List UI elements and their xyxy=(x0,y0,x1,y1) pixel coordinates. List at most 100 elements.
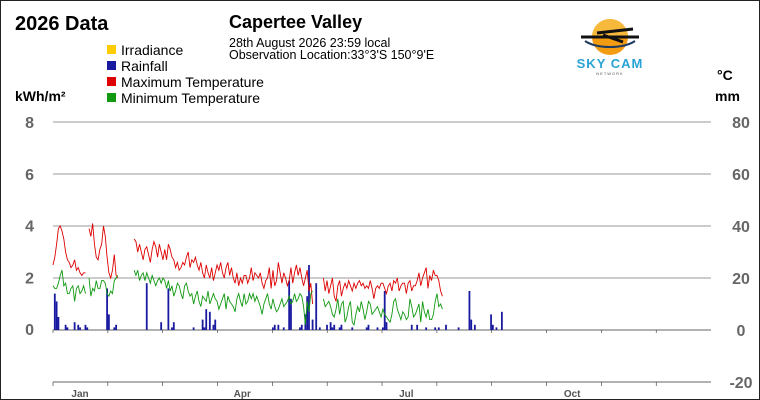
rainfall-bar xyxy=(376,327,379,330)
left-tick-label: 6 xyxy=(25,167,34,184)
max-temperature-line xyxy=(322,267,443,302)
rainfall-bar xyxy=(145,283,148,330)
rainfall-bar xyxy=(500,311,503,330)
left-tick-label: 0 xyxy=(25,322,34,339)
rainfall-bar xyxy=(340,324,343,330)
right-tick-label: 80 xyxy=(732,115,750,132)
rainfall-bar xyxy=(326,324,328,330)
rainfall-bar xyxy=(383,291,386,330)
rainfall-bar xyxy=(308,265,310,330)
rainfall-bar xyxy=(410,324,413,330)
rainfall-bar xyxy=(495,327,498,330)
observation-date: 28th August 2026 23:59 local xyxy=(229,36,391,50)
legend-swatch-max-temperature xyxy=(107,77,116,86)
legend-swatch-min-temperature xyxy=(107,93,116,102)
rainfall-bar xyxy=(57,317,60,330)
left-tick-label: 4 xyxy=(25,219,34,236)
rainfall-bar xyxy=(437,327,440,330)
rainfall-bar xyxy=(382,327,384,330)
legend-label: Irradiance xyxy=(121,42,184,58)
rainfall-bar xyxy=(214,319,217,330)
legend-label: Rainfall xyxy=(121,58,168,74)
max-temperature-line xyxy=(52,225,86,277)
right-tick-label: 40 xyxy=(732,219,750,236)
sky-cam-logo: SKY CAM NETWORK xyxy=(567,13,667,77)
left-axis-unit: kWh/m² xyxy=(15,88,66,104)
rainfall-bar xyxy=(365,327,368,330)
rainfall-bar xyxy=(192,327,195,330)
right-tick-label: 0 xyxy=(737,323,746,340)
rainfall-bar xyxy=(318,327,321,330)
station-title: Capertee Valley xyxy=(229,12,363,32)
rainfall-bar xyxy=(201,319,204,330)
rainfall-bar xyxy=(367,324,370,330)
rainfall-bar xyxy=(208,311,211,330)
rainfall-bar xyxy=(470,319,473,330)
rainfall-bar xyxy=(86,327,89,330)
rainfall-bar xyxy=(272,327,274,330)
logo-subtext: NETWORK xyxy=(596,71,624,76)
plane-sun-logo-icon xyxy=(581,19,639,55)
rainfall-bar xyxy=(273,324,276,330)
rainfall-bar xyxy=(203,327,206,330)
rainfall-bar xyxy=(77,324,80,330)
year-title: 2026 Data xyxy=(15,13,109,35)
legend-label: Minimum Temperature xyxy=(121,90,261,106)
rainfall-bar xyxy=(385,322,388,330)
rainfall-bar xyxy=(171,327,173,330)
rainfall-bar xyxy=(53,293,56,330)
rainfall-bar xyxy=(64,324,67,330)
x-tick-label: Oct xyxy=(564,389,581,399)
legend-swatch-rainfall xyxy=(107,61,116,70)
rainfall-bar xyxy=(445,324,447,330)
x-tick-label: Jul xyxy=(399,389,414,399)
rainfall-bar xyxy=(491,324,494,330)
rainfall-bar xyxy=(473,324,476,330)
left-tick-label: 2 xyxy=(25,270,34,287)
observation-info: 28th August 2026 23:59 local Observation… xyxy=(229,36,435,62)
rainfall-bar xyxy=(55,301,58,330)
rainfall-bar xyxy=(434,327,437,330)
rainfall-bar xyxy=(73,322,76,330)
rainfall-bar xyxy=(351,327,354,330)
rainfall-bar xyxy=(277,324,280,330)
x-tick-label: Apr xyxy=(234,389,251,399)
right-tick-label: 60 xyxy=(732,167,750,184)
right-tick-label: 20 xyxy=(732,271,750,288)
rainfall-bar xyxy=(331,327,334,330)
legend-label: Maximum Temperature xyxy=(121,74,264,90)
left-tick-label: 8 xyxy=(25,115,34,132)
rainfall-bar xyxy=(115,324,117,330)
observation-location: Observation Location:33°3'S 150°9'E xyxy=(229,48,435,62)
rainfall-bar xyxy=(329,322,332,330)
min-temperature-line xyxy=(322,293,443,326)
rainfall-bar xyxy=(416,324,419,330)
rainfall-bar xyxy=(79,327,81,330)
max-temperature-line xyxy=(133,238,314,305)
rainfall-bar xyxy=(306,296,309,330)
rainfall-bar xyxy=(315,283,318,330)
rainfall-bar xyxy=(167,288,170,330)
rainfall-bar xyxy=(338,327,341,330)
logo-text: SKY CAM xyxy=(576,56,644,71)
right-axis-unit-rain: mm xyxy=(715,88,740,104)
rainfall-bar xyxy=(290,298,292,330)
max-temperature-line xyxy=(88,223,119,280)
rainfall-bar xyxy=(212,324,215,330)
rainfall-bar xyxy=(457,327,460,330)
rainfall-bar xyxy=(333,324,336,330)
right-tick-label: -20 xyxy=(729,375,752,392)
min-temperature-line xyxy=(88,275,119,298)
rainfall-bar xyxy=(282,327,285,330)
rainfall-bar xyxy=(300,324,303,330)
right-axis-unit-temp: °C xyxy=(717,67,733,83)
rainfall-bar xyxy=(113,327,116,330)
min-temperature-line xyxy=(52,270,86,302)
rainfall-bar xyxy=(172,322,175,330)
rainfall-bar xyxy=(299,327,301,330)
x-tick-label: Jan xyxy=(71,389,88,399)
rainfall-bar xyxy=(106,288,108,330)
rainfall-bar xyxy=(288,280,291,330)
